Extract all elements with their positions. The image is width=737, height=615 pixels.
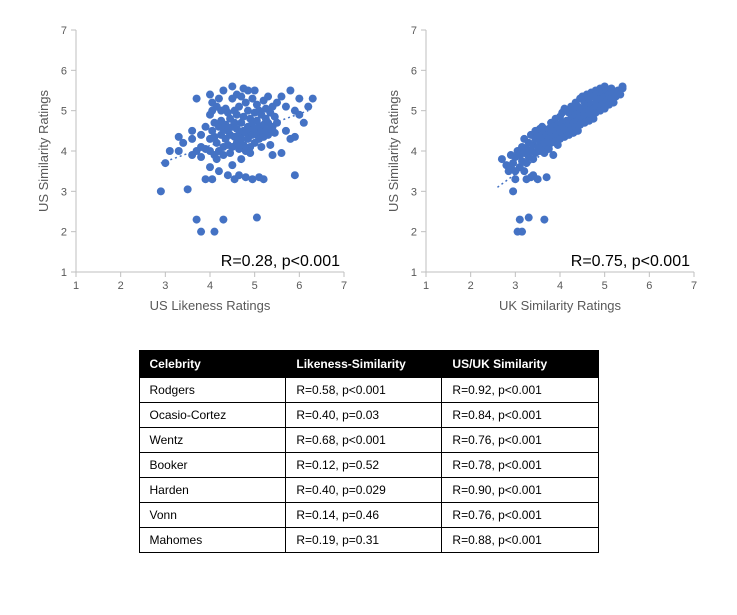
- svg-text:1: 1: [60, 267, 66, 279]
- table-cell: Vonn: [139, 503, 286, 528]
- svg-text:2: 2: [117, 280, 123, 292]
- table-cell: R=0.78, p<0.001: [442, 453, 598, 478]
- table-cell: R=0.88, p<0.001: [442, 528, 598, 553]
- svg-text:5: 5: [60, 106, 66, 118]
- svg-text:7: 7: [690, 280, 696, 292]
- table-cell: R=0.76, p<0.001: [442, 503, 598, 528]
- svg-text:2: 2: [467, 280, 473, 292]
- svg-text:6: 6: [646, 280, 652, 292]
- table-cell: Booker: [139, 453, 286, 478]
- table-row: VonnR=0.14, p=0.46R=0.76, p<0.001: [139, 503, 598, 528]
- x-axis-label: US Likeness Ratings: [149, 298, 270, 313]
- table-cell: R=0.90, p<0.001: [442, 478, 598, 503]
- svg-text:7: 7: [410, 25, 416, 37]
- svg-text:2: 2: [410, 227, 416, 239]
- table-cell: R=0.92, p<0.001: [442, 378, 598, 403]
- table-cell: Ocasio-Cortez: [139, 403, 286, 428]
- table-header: Likeness-Similarity: [286, 351, 442, 378]
- svg-text:7: 7: [340, 280, 346, 292]
- table-cell: R=0.76, p<0.001: [442, 428, 598, 453]
- svg-text:1: 1: [72, 280, 78, 292]
- table-cell: Harden: [139, 478, 286, 503]
- svg-text:5: 5: [410, 106, 416, 118]
- table-cell: Wentz: [139, 428, 286, 453]
- table-row: MahomesR=0.19, p=0.31R=0.88, p<0.001: [139, 528, 598, 553]
- svg-text:1: 1: [410, 267, 416, 279]
- table-cell: R=0.14, p=0.46: [286, 503, 442, 528]
- charts-row: 1 2 3 4 5 6 7 1 2 3 4 5 6 7 US Likeness Ratings US Simi…: [20, 20, 717, 320]
- table-cell: R=0.40, p=0.029: [286, 478, 442, 503]
- table-cell: R=0.68, p<0.001: [286, 428, 442, 453]
- table-cell: R=0.84, p<0.001: [442, 403, 598, 428]
- svg-text:4: 4: [556, 280, 562, 292]
- correlation-table: CelebrityLikeness-SimilarityUS/UK Simila…: [139, 350, 599, 553]
- svg-text:2: 2: [60, 227, 66, 239]
- table-row: WentzR=0.68, p<0.001R=0.76, p<0.001: [139, 428, 598, 453]
- svg-text:4: 4: [60, 146, 66, 158]
- svg-text:6: 6: [410, 65, 416, 77]
- stat-annotation: R=0.28, p<0.001: [220, 253, 339, 270]
- table-row: Ocasio-CortezR=0.40, p=0.03R=0.84, p<0.0…: [139, 403, 598, 428]
- svg-text:1: 1: [422, 280, 428, 292]
- table-cell: R=0.40, p=0.03: [286, 403, 442, 428]
- y-axis-label: US Similarity Ratings: [386, 89, 401, 212]
- svg-text:5: 5: [251, 280, 257, 292]
- table-cell: Rodgers: [139, 378, 286, 403]
- svg-text:6: 6: [296, 280, 302, 292]
- x-axis-label: UK Similarity Ratings: [498, 298, 621, 313]
- svg-text:3: 3: [512, 280, 518, 292]
- table-cell: Mahomes: [139, 528, 286, 553]
- chart-left-container: 1 2 3 4 5 6 7 1 2 3 4 5 6 7 US Likeness Ratings US Simi…: [34, 20, 354, 320]
- svg-text:3: 3: [60, 186, 66, 198]
- table-cell: R=0.58, p<0.001: [286, 378, 442, 403]
- table-header: US/UK Similarity: [442, 351, 598, 378]
- table-row: HardenR=0.40, p=0.029R=0.90, p<0.001: [139, 478, 598, 503]
- scatter-right: 1 2 3 4 5 6 7 1 2 3 4 5 6 7 UK Similarity Ratings US Si…: [384, 20, 704, 320]
- scatter-left: 1 2 3 4 5 6 7 1 2 3 4 5 6 7 US Likeness Ratings US Simi…: [34, 20, 354, 320]
- svg-text:6: 6: [60, 65, 66, 77]
- svg-text:5: 5: [601, 280, 607, 292]
- table-cell: R=0.12, p=0.52: [286, 453, 442, 478]
- table-row: BookerR=0.12, p=0.52R=0.78, p<0.001: [139, 453, 598, 478]
- svg-text:4: 4: [206, 280, 212, 292]
- y-axis-label: US Similarity Ratings: [36, 89, 51, 212]
- table-row: RodgersR=0.58, p<0.001R=0.92, p<0.001: [139, 378, 598, 403]
- chart-right-container: 1 2 3 4 5 6 7 1 2 3 4 5 6 7 UK Similarity Ratings US Si…: [384, 20, 704, 320]
- svg-text:4: 4: [410, 146, 416, 158]
- svg-text:7: 7: [60, 25, 66, 37]
- table-cell: R=0.19, p=0.31: [286, 528, 442, 553]
- stat-annotation: R=0.75, p<0.001: [570, 253, 689, 270]
- svg-text:3: 3: [410, 186, 416, 198]
- table-wrap: CelebrityLikeness-SimilarityUS/UK Simila…: [20, 350, 717, 553]
- svg-text:3: 3: [162, 280, 168, 292]
- table-header: Celebrity: [139, 351, 286, 378]
